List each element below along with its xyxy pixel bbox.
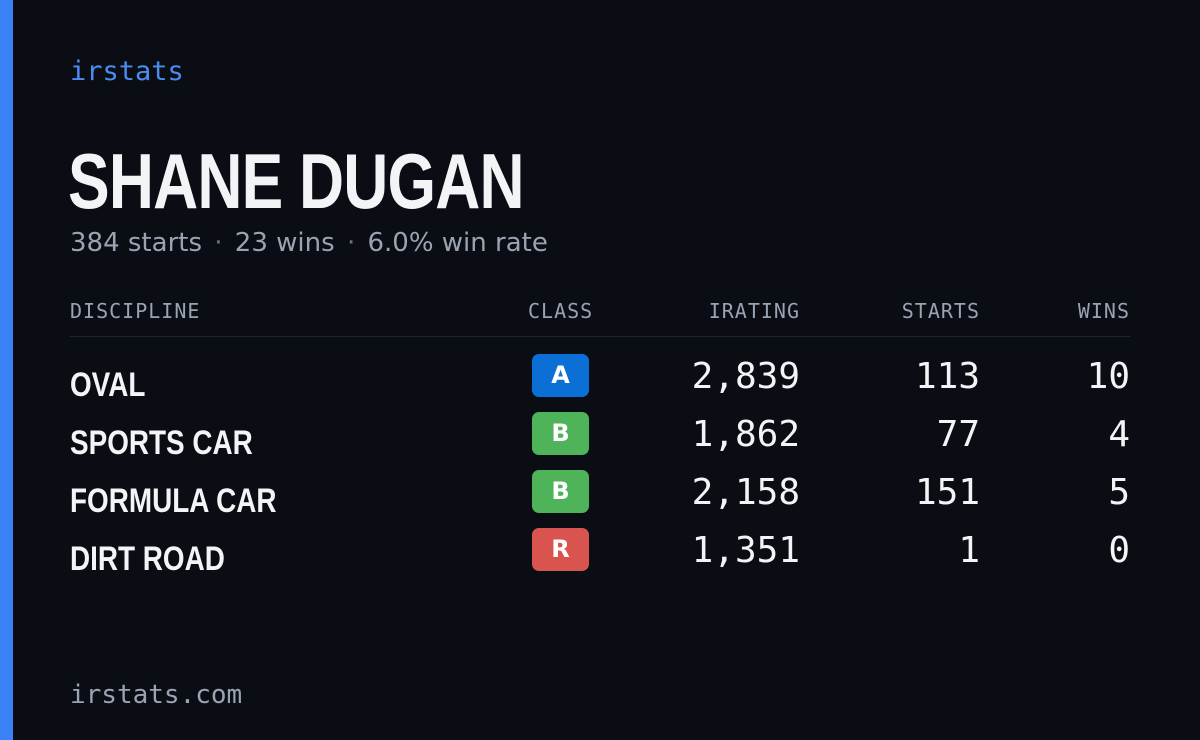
wins-value: 5 — [1108, 472, 1130, 513]
summary-separator: · — [346, 228, 356, 258]
wins-value: 10 — [1086, 356, 1130, 397]
discipline-name: SPORTS CAR — [70, 424, 253, 462]
class-badge: B — [532, 470, 589, 513]
irating-value: 2,158 — [691, 472, 800, 513]
brand-logo-text: irstats — [70, 56, 184, 87]
table-body: OVAL A 2,839 113 10 SPORTS CAR B 1,862 7… — [70, 354, 1130, 586]
table-row: SPORTS CAR B 1,862 77 4 — [70, 412, 1130, 470]
win-rate-summary: 6.0% win rate — [367, 228, 548, 258]
starts-summary: 384 starts — [70, 228, 202, 258]
header-class: CLASS — [528, 299, 594, 323]
driver-summary: 384 starts · 23 wins · 6.0% win rate — [70, 228, 548, 258]
discipline-name: FORMULA CAR — [70, 482, 277, 520]
header-wins: WINS — [1077, 299, 1130, 323]
wins-summary: 23 wins — [234, 228, 335, 258]
table-row: DIRT ROAD R 1,351 1 0 — [70, 528, 1130, 586]
header-discipline: DISCIPLINE — [70, 299, 201, 323]
starts-value: 77 — [936, 414, 980, 455]
discipline-table: DISCIPLINE CLASS IRATING STARTS WINS OVA… — [70, 296, 1130, 586]
starts-value: 151 — [914, 472, 980, 513]
wins-value: 4 — [1108, 414, 1130, 455]
irating-value: 1,351 — [691, 530, 800, 571]
footer-url: irstats.com — [70, 680, 243, 710]
discipline-name: DIRT ROAD — [70, 540, 225, 578]
driver-name: SHANE DUGAN — [68, 137, 525, 225]
accent-bar — [0, 0, 13, 740]
irating-value: 1,862 — [691, 414, 800, 455]
wins-value: 0 — [1108, 530, 1130, 571]
starts-value: 113 — [914, 356, 980, 397]
starts-value: 1 — [958, 530, 980, 571]
table-row: FORMULA CAR B 2,158 151 5 — [70, 470, 1130, 528]
class-badge: R — [532, 528, 589, 571]
summary-separator: · — [214, 228, 223, 258]
header-irating: IRATING — [708, 299, 800, 323]
discipline-name: OVAL — [70, 366, 146, 404]
table-row: OVAL A 2,839 113 10 — [70, 354, 1130, 412]
class-badge: A — [532, 354, 589, 397]
table-header: DISCIPLINE CLASS IRATING STARTS WINS — [70, 296, 1130, 337]
irating-value: 2,839 — [691, 356, 800, 397]
header-starts: STARTS — [901, 299, 980, 323]
class-badge: B — [532, 412, 589, 455]
